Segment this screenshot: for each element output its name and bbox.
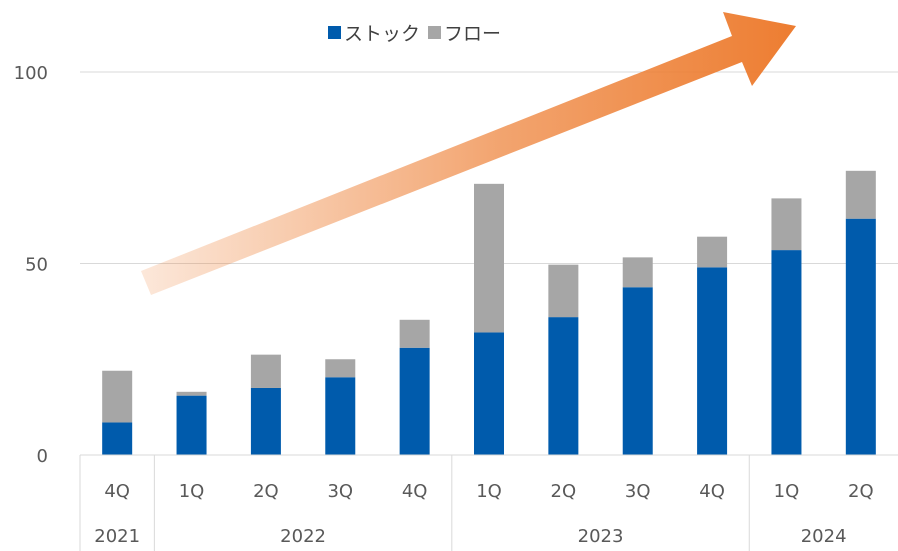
year-label: 2024 (801, 526, 847, 547)
y-tick-label: 50 (25, 255, 48, 276)
axis-layer: 0 50 100 4Q 1Q 2Q 3Q 4Q 1Q 2Q 3Q 4Q 1Q 2Q 2021 2022 2023… (14, 63, 898, 551)
bar-segment-flow (474, 183, 504, 333)
bar-segment-flow (622, 257, 653, 288)
bar-segment-flow (102, 370, 133, 423)
year-label: 2021 (94, 526, 140, 547)
x-tick-label: 2Q (551, 481, 577, 502)
bar-segment-flow (697, 236, 728, 268)
bar-segment-stock (548, 317, 579, 455)
bar-segment-flow (399, 319, 430, 348)
bars-layer (102, 170, 876, 455)
x-tick-label: 1Q (476, 481, 502, 502)
bar-segment-flow (771, 198, 802, 251)
y-tick-label: 100 (14, 63, 48, 84)
year-label: 2022 (280, 526, 326, 547)
chart-legend: ストック フロー (328, 19, 509, 46)
bar-segment-stock (250, 387, 281, 455)
legend-label-flow: フロー (444, 23, 502, 45)
bar-segment-stock (697, 267, 728, 455)
bar-segment-flow (845, 170, 876, 219)
legend-swatch-flow (428, 26, 442, 39)
x-tick-label: 2Q (848, 481, 874, 502)
x-tick-label: 1Q (774, 481, 800, 502)
legend-label-stock: ストック (344, 23, 421, 45)
legend-item-stock: ストック (328, 19, 420, 46)
bar-segment-stock (845, 218, 876, 455)
bar-segment-stock (399, 347, 430, 455)
y-tick-label: 0 (37, 446, 48, 467)
x-tick-label: 4Q (402, 481, 428, 502)
trend-arrow (141, 12, 796, 295)
bar-segment-flow (250, 354, 281, 388)
legend-item-flow: フロー (428, 19, 501, 46)
x-tick-label: 4Q (699, 481, 725, 502)
bar-segment-flow (325, 359, 356, 378)
legend-swatch-stock (328, 26, 341, 39)
bar-segment-stock (325, 377, 356, 455)
bar-segment-flow (176, 391, 207, 396)
x-tick-label: 3Q (625, 481, 651, 502)
x-tick-label: 2Q (253, 481, 279, 502)
bar-segment-stock (771, 250, 802, 455)
year-label: 2023 (578, 526, 624, 547)
bar-segment-stock (176, 395, 207, 455)
bar-segment-stock (102, 422, 133, 455)
bar-segment-flow (548, 264, 579, 318)
x-tick-label: 3Q (327, 481, 353, 502)
x-tick-label: 4Q (104, 481, 130, 502)
bar-segment-stock (474, 332, 504, 455)
bar-segment-stock (622, 287, 653, 455)
x-tick-label: 1Q (179, 481, 205, 502)
